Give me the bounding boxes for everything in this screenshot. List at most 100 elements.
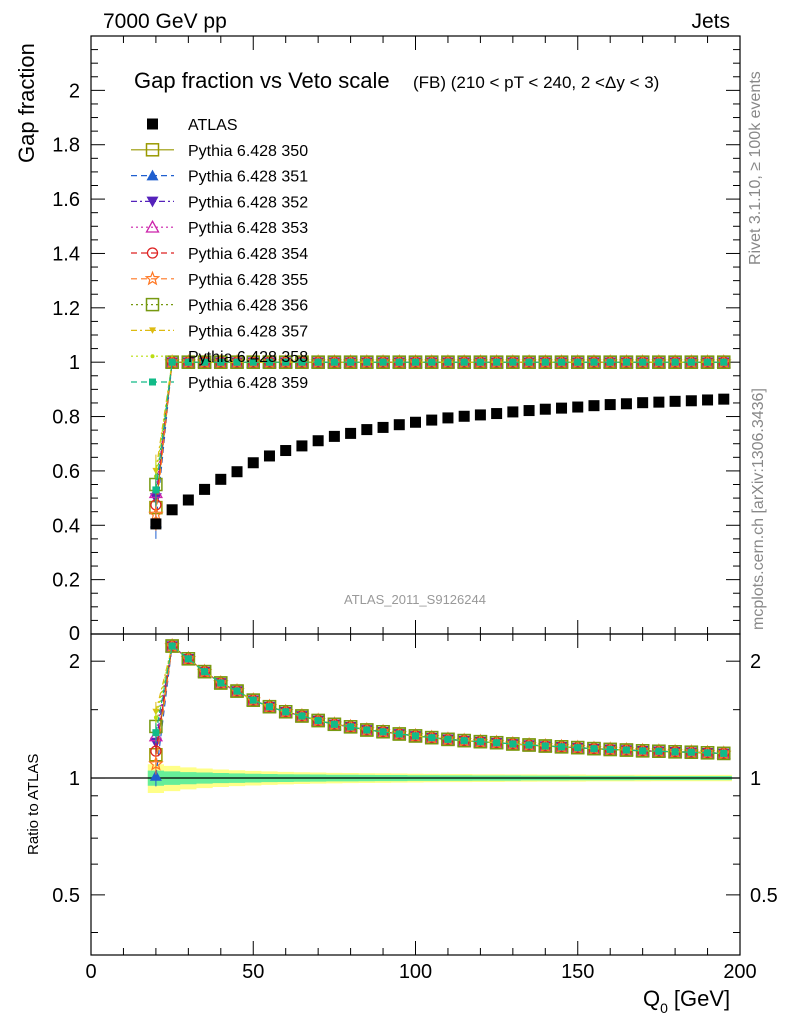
legend-entry: Pythia 6.428 359: [131, 375, 308, 392]
legend-label: Pythia 6.428 352: [188, 194, 308, 211]
ratio-series-354: [150, 640, 730, 762]
series-359-point: [347, 358, 355, 366]
series-356-ratio-point: [230, 684, 244, 698]
legend-marker: [145, 219, 160, 233]
atlas-point: [393, 419, 405, 431]
series-359-point: [541, 358, 549, 366]
series-359-ratio-point: [606, 745, 614, 753]
y-tick-label: 1: [69, 352, 80, 374]
main-series-359: [152, 358, 728, 507]
series-356-ratio-point: [376, 725, 390, 739]
atlas-point: [328, 430, 340, 442]
series-356-ratio-point: [343, 720, 358, 734]
legend-marker: [149, 378, 156, 386]
atlas-point: [685, 395, 697, 407]
atlas-point: [653, 396, 665, 408]
series-359-ratio-point: [428, 734, 436, 742]
series-354-ratio-line: [155, 644, 724, 754]
series-359-ratio-point: [233, 687, 241, 695]
legend-entry: ATLAS: [147, 117, 238, 134]
series-359-ratio-line: [155, 644, 724, 754]
series-357-ratio-line: [155, 644, 724, 754]
series-359-point: [265, 358, 273, 366]
legend-marker: [150, 354, 155, 359]
atlas-point: [182, 494, 194, 506]
series-359-ratio-point: [476, 738, 484, 746]
legend-label: Pythia 6.428 354: [188, 246, 308, 263]
series-356-ratio-point: [262, 699, 277, 714]
series-352-ratio-line: [155, 644, 724, 754]
atlas-point: [231, 466, 243, 478]
series-359-ratio-point: [265, 703, 273, 711]
series-359-point: [687, 358, 695, 366]
series-359-point: [379, 358, 387, 366]
series-359-ratio-point: [363, 726, 371, 734]
legend-entry: Pythia 6.428 352: [131, 194, 308, 211]
series-359-point: [509, 358, 517, 366]
series-359-ratio-point: [509, 740, 517, 748]
atlas-point: [669, 395, 681, 407]
series-359-point: [282, 358, 290, 366]
ratio-series-359: [152, 642, 728, 757]
series-359-ratio-point: [314, 717, 322, 725]
series-359-ratio-point: [444, 735, 452, 743]
y-tick-label: 1.4: [52, 243, 80, 265]
series-359-point: [606, 358, 614, 366]
y-tick-label: 0.2: [52, 570, 80, 592]
y-tick-label: 0.8: [52, 407, 80, 429]
ratio-series-352: [149, 641, 730, 760]
legend-label: Pythia 6.428 358: [188, 349, 308, 366]
mcplots-reference-label: mcplots.cern.ch [arXiv:1306.3436]: [750, 388, 767, 630]
legend-marker: [145, 297, 160, 312]
legend-marker: [146, 169, 159, 181]
atlas-point: [718, 393, 730, 405]
legend-marker: [147, 118, 158, 130]
atlas-point: [604, 399, 616, 411]
series-359-ratio-point: [493, 739, 501, 747]
series-359-point: [412, 358, 419, 366]
series-359-point: [720, 358, 728, 366]
series-359-point: [363, 358, 371, 366]
series-359-point: [704, 358, 712, 366]
legend-marker: [146, 196, 159, 208]
series-356-ratio-point: [278, 705, 293, 719]
series-359-ratio-point: [379, 728, 387, 736]
series-359-ratio-point: [412, 732, 419, 740]
atlas-point: [166, 504, 178, 516]
series-359-point: [201, 358, 209, 366]
y-tick-label: 0.6: [52, 461, 80, 483]
series-359-point: [428, 358, 436, 366]
series-359-point: [639, 358, 647, 366]
series-359-point: [493, 358, 501, 366]
atlas-point: [410, 416, 421, 428]
y-tick-label: 0.4: [52, 515, 80, 537]
legend-label: Pythia 6.428 356: [188, 298, 308, 315]
series-359-point: [184, 358, 192, 366]
series-359-ratio-point: [525, 741, 533, 749]
atlas-point: [296, 440, 308, 452]
series-359-point: [558, 358, 566, 366]
series-359-point: [217, 358, 225, 366]
legend-marker: [144, 270, 161, 286]
atlas-point: [702, 394, 714, 406]
series-359-ratio-point: [184, 655, 192, 663]
series-359-point: [622, 358, 630, 366]
header-process-label: Jets: [691, 10, 730, 33]
legend-label: ATLAS: [188, 117, 238, 134]
uncertainty-band: [91, 764, 740, 794]
series-359-ratio-point: [655, 747, 663, 755]
x-tick-label: 100: [399, 961, 432, 983]
atlas-point: [377, 421, 389, 433]
ratio-tick-label-right: 2: [750, 651, 761, 673]
series-359-ratio-point: [460, 737, 468, 745]
series-359-point: [476, 358, 484, 366]
series-359-point: [671, 358, 679, 366]
series-359-ratio-point: [330, 720, 338, 728]
chart-title: Gap fraction vs Veto scale: [134, 68, 390, 93]
series-359-point: [525, 358, 533, 366]
atlas-point: [150, 518, 162, 530]
series-356-ratio-point: [246, 693, 260, 707]
atlas-point: [556, 402, 568, 414]
legend-entry: Pythia 6.428 355: [131, 270, 308, 289]
